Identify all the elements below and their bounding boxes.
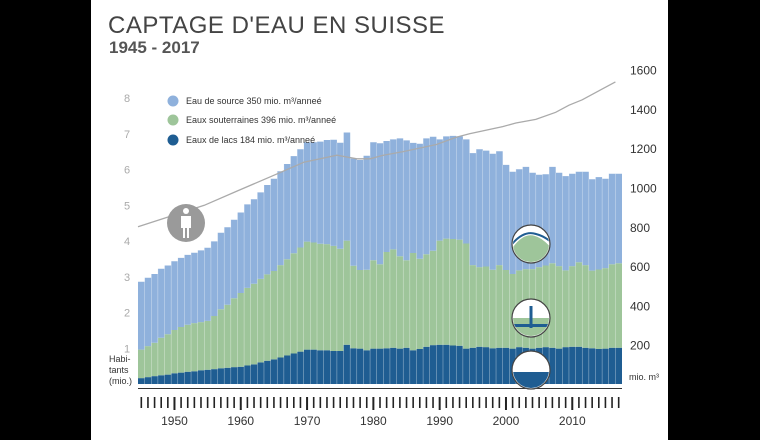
right-axis-ticks: 200 400 600 800 1000 1200 1400 1600	[630, 64, 657, 353]
spring-icon	[511, 224, 551, 264]
year-separators	[144, 132, 616, 384]
right-tick-label: 1600	[630, 64, 657, 78]
legend-label-souterraines: Eaux souterraines 396 mio. m³/anneé	[186, 115, 336, 125]
left-axis-label-line-1: Habi-	[109, 354, 131, 364]
legend-label-source: Eau de source 350 mio. m³/anneé	[186, 96, 322, 106]
left-tick-label: 3	[124, 272, 130, 284]
right-tick-label: 1400	[630, 103, 657, 117]
right-tick-label: 1000	[630, 182, 657, 196]
area-souterraines	[138, 238, 622, 379]
person-icon	[167, 204, 205, 242]
x-axis	[138, 388, 622, 410]
legend-swatch-lacs	[167, 134, 179, 146]
legend-item-source: Eau de source 350 mio. m³/anneé	[167, 95, 322, 107]
x-tick-label: 1980	[360, 414, 387, 428]
area-lacs	[138, 344, 622, 384]
x-tick-label: 1970	[294, 414, 321, 428]
legend-item-lacs: Eaux de lacs 184 mio. m³/anneé	[167, 134, 315, 146]
left-axis-ticks: 1 2 3 4 5 6 7 8	[124, 93, 130, 355]
population-line	[137, 81, 616, 228]
left-tick-label: 4	[124, 236, 130, 248]
chart-svg: 1 2 3 4 5 6 7 8 200 400 600 800 1000 1200 1400 1600 19…	[109, 64, 659, 428]
left-axis-label: Habi- tants (mio.)	[109, 354, 132, 386]
right-tick-label: 600	[630, 260, 650, 274]
stacked-areas	[138, 132, 622, 384]
right-tick-label: 400	[630, 299, 650, 313]
left-tick-label: 5	[124, 200, 130, 212]
x-axis-labels: 1950 1960 1970 1980 1990 2000 2010	[161, 414, 586, 428]
chart-subtitle: 1945 - 2017	[109, 38, 200, 57]
x-tick-label: 1990	[426, 414, 453, 428]
legend-swatch-souterraines	[167, 114, 179, 126]
left-tick-label: 8	[124, 93, 130, 105]
legend-label-lacs: Eaux de lacs 184 mio. m³/anneé	[186, 135, 315, 145]
right-tick-label: 1200	[630, 142, 657, 156]
x-tick-label: 2010	[559, 414, 586, 428]
x-tick-label: 2000	[493, 414, 520, 428]
left-tick-label: 1	[124, 343, 130, 355]
left-axis-label-line-2: tants	[109, 365, 129, 375]
chart-title: CAPTAGE D'EAU EN SUISSE	[108, 12, 446, 39]
left-tick-label: 2	[124, 308, 130, 320]
x-tick-label: 1950	[161, 414, 188, 428]
left-tick-label: 7	[124, 129, 130, 141]
right-axis-unit: mio. m³	[629, 372, 659, 382]
left-axis-label-line-3: (mio.)	[109, 376, 132, 386]
chart-panel: CAPTAGE D'EAU EN SUISSE 1945 - 2017 1 2 3 4…	[91, 0, 668, 440]
groundwater-icon	[511, 298, 551, 338]
legend: Eau de source 350 mio. m³/anneé Eaux sou…	[167, 95, 336, 146]
legend-item-souterraines: Eaux souterraines 396 mio. m³/anneé	[167, 114, 336, 126]
legend-swatch-source	[167, 95, 179, 107]
population-line-group	[137, 81, 616, 228]
x-tick-label: 1960	[227, 414, 254, 428]
right-tick-label: 200	[630, 339, 650, 353]
lake-icon	[511, 350, 551, 390]
area-source	[138, 132, 622, 350]
left-tick-label: 6	[124, 165, 130, 177]
right-tick-label: 800	[630, 221, 650, 235]
